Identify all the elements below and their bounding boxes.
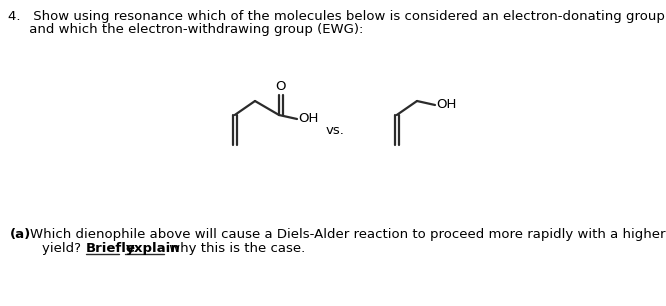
Text: Which dienophile above will cause a Diels-Alder reaction to proceed more rapidly: Which dienophile above will cause a Diel… — [30, 228, 665, 241]
Text: Briefly: Briefly — [86, 242, 135, 255]
Text: (a): (a) — [10, 228, 31, 241]
Text: why this is the case.: why this is the case. — [165, 242, 305, 255]
Text: 4.   Show using resonance which of the molecules below is considered an electron: 4. Show using resonance which of the mol… — [8, 10, 666, 23]
Text: O: O — [276, 80, 286, 93]
Text: OH: OH — [298, 111, 318, 125]
Text: vs.: vs. — [326, 124, 344, 136]
Text: OH: OH — [436, 98, 456, 110]
Text: and which the electron-withdrawing group (EWG):: and which the electron-withdrawing group… — [8, 23, 364, 36]
Text: explain: explain — [125, 242, 180, 255]
Text: yield?: yield? — [42, 242, 85, 255]
